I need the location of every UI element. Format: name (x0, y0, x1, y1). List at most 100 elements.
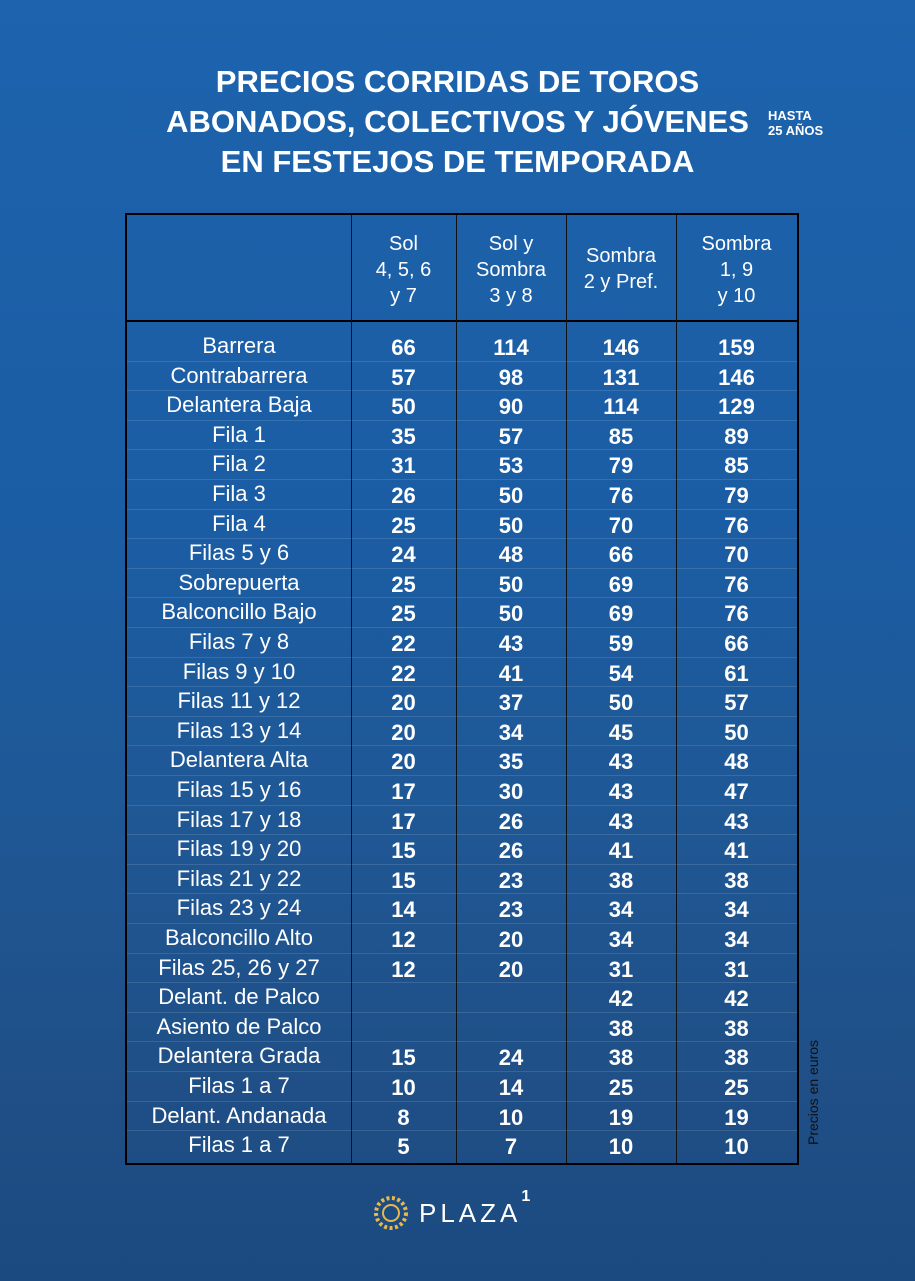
price: 146 (718, 364, 755, 390)
price: 85 (608, 423, 634, 449)
price: 34 (498, 719, 524, 745)
price: 25 (724, 1075, 749, 1100)
price: 53 (498, 453, 524, 479)
column-header-line: Sombra (585, 245, 657, 267)
logo-icon (374, 1196, 408, 1230)
price: 79 (724, 483, 749, 508)
row-label: Filas 7 y 8 (188, 629, 290, 654)
row-label: Barrera (202, 333, 276, 358)
row-divider (127, 982, 797, 984)
column-header-line: 1, 9 (719, 259, 754, 281)
price: 15 (391, 838, 416, 864)
price: 47 (724, 779, 749, 804)
row-divider (127, 686, 797, 688)
price: 70 (608, 512, 634, 538)
price: 12 (391, 927, 416, 952)
row-label: Filas 21 y 22 (176, 865, 302, 891)
price: 38 (608, 1045, 634, 1071)
price: 50 (498, 571, 524, 597)
column-header: Sol 4, 5, 6 y 7 (351, 231, 456, 309)
title-line: PRECIOS CORRIDAS DE TOROS (215, 64, 700, 99)
price: 70 (724, 542, 749, 568)
price: 30 (498, 779, 524, 804)
price: 10 (724, 1134, 749, 1160)
price-table: Sol 4, 5, 6 y 7 Sol y Sombra 3 y 8 Sombra 2 y P… (125, 213, 799, 1165)
logo-word: PLAZA (419, 1197, 522, 1228)
price: 35 (498, 749, 524, 775)
row-label: Asiento de Palco (156, 1013, 322, 1039)
row-label: Fila 2 (212, 451, 266, 477)
row-divider (127, 804, 797, 806)
price: 8 (397, 1104, 410, 1130)
row-label: Delant. de Palco (158, 984, 320, 1010)
row-divider (127, 597, 797, 599)
title-line: EN FESTEJOS DE TEMPORADA (220, 144, 695, 179)
price: 31 (724, 956, 749, 982)
price: 20 (391, 749, 416, 775)
price: 41 (608, 838, 634, 864)
age-note: HASTA 25 AÑOS (768, 108, 823, 138)
price: 37 (498, 690, 524, 716)
row-label: Delant. Andanada (151, 1102, 327, 1128)
row-divider (127, 449, 797, 451)
price: 10 (608, 1134, 634, 1160)
price: 25 (391, 601, 416, 627)
row-divider (127, 479, 797, 480)
row-label: Filas 25, 26 y 27 (158, 954, 320, 980)
price: 7 (504, 1134, 518, 1160)
column-header-line: 2 y Pref. (583, 271, 659, 293)
price: 22 (391, 631, 416, 656)
price: 34 (724, 897, 749, 923)
price: 17 (391, 808, 416, 834)
column-header-line: 3 y 8 (489, 285, 533, 307)
price: 25 (608, 1075, 634, 1100)
price: 43 (498, 631, 524, 656)
row-divider (127, 952, 797, 954)
price: 38 (724, 867, 749, 893)
price: 38 (608, 1015, 634, 1041)
row-label: Delantera Alta (169, 747, 309, 773)
price: 57 (391, 364, 416, 390)
row-divider (127, 923, 797, 924)
price: 76 (724, 512, 749, 538)
row-label: Balconcillo Bajo (161, 599, 317, 625)
price: 20 (498, 956, 524, 982)
price: 76 (724, 601, 749, 627)
price: 41 (724, 838, 749, 864)
row-divider (127, 893, 797, 895)
row-label: Filas 11 y 12 (177, 688, 301, 714)
column-header-line: Sol y (488, 233, 534, 255)
price: 26 (498, 808, 524, 834)
row-divider (127, 419, 797, 421)
price: 114 (493, 335, 529, 360)
row-label: Filas 19 y 20 (176, 836, 302, 862)
price: 38 (724, 1045, 749, 1071)
price: 61 (724, 660, 749, 686)
price: 17 (391, 779, 416, 804)
price: 19 (608, 1104, 634, 1130)
price: 22 (391, 660, 416, 686)
row-divider (127, 745, 797, 747)
price: 31 (391, 453, 416, 479)
price: 10 (391, 1075, 416, 1100)
price: 19 (724, 1104, 749, 1130)
price: 45 (608, 719, 634, 745)
column-header-line: Sombra (701, 233, 772, 255)
row-divider (127, 1011, 797, 1013)
column-header-line: 4, 5, 6 (375, 259, 432, 281)
row-divider (127, 834, 797, 836)
row-label: Filas 23 y 24 (176, 895, 302, 921)
price: 10 (498, 1104, 524, 1130)
row-label: Filas 9 y 10 (182, 658, 296, 684)
row-label: Balconcillo Alto (165, 925, 313, 950)
price: 12 (391, 956, 416, 982)
row-label: Filas 13 y 14 (176, 717, 302, 743)
price: 66 (391, 335, 416, 360)
row-label: Fila 3 (212, 481, 266, 506)
price: 66 (608, 542, 634, 568)
price: 25 (391, 571, 416, 597)
row-label: Filas 17 y 18 (176, 806, 302, 832)
note-line: HASTA (768, 108, 812, 123)
price: 69 (608, 571, 634, 597)
